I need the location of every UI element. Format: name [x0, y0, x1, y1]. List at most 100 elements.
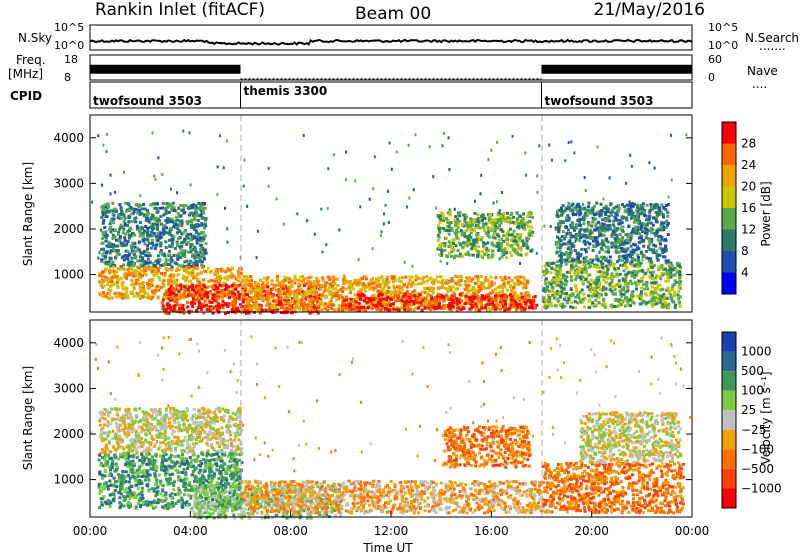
speckle: [321, 250, 324, 254]
speckle: [264, 396, 267, 400]
speckle: [542, 390, 545, 394]
speckle: [326, 206, 329, 210]
speckle: [95, 342, 98, 346]
colorbar-tick: 20: [741, 180, 756, 194]
xtick-label: 04:00: [173, 524, 208, 538]
velocity-colorbar-label: Velocity [m s⁻¹]: [759, 371, 773, 464]
speckle: [157, 156, 160, 160]
cpid-label: CPID: [10, 89, 42, 103]
velocity-ylabel: Slant Range [km]: [21, 366, 35, 470]
speckle: [255, 383, 258, 387]
speckle: [182, 129, 185, 133]
speckle: [320, 207, 323, 211]
speckle: [100, 183, 103, 187]
speckle: [318, 446, 321, 450]
speckle: [139, 194, 142, 198]
speckle: [161, 172, 164, 176]
speckle: [584, 189, 587, 193]
colorbar-swatch: [722, 468, 736, 489]
cpid-frame: [89, 81, 693, 109]
speckle: [586, 453, 589, 457]
speckle: [167, 335, 170, 339]
region-4: [441, 424, 532, 469]
speckle: [448, 351, 451, 355]
speckle: [222, 166, 225, 170]
speckle: [274, 346, 277, 350]
speckle: [558, 242, 561, 246]
speckle: [551, 425, 554, 429]
speckle: [605, 365, 608, 369]
colorbar-tick: 8: [741, 244, 749, 258]
speckle: [384, 203, 387, 207]
speckle: [443, 131, 446, 135]
speckle: [473, 199, 476, 203]
xtick-label: 00:00: [73, 524, 108, 538]
speckle: [90, 431, 93, 435]
speckle: [407, 143, 410, 147]
colorbar-swatch: [722, 488, 736, 508]
speckle: [243, 158, 246, 162]
speckle: [599, 435, 602, 439]
speckle: [548, 143, 551, 147]
speckle: [293, 469, 296, 473]
speckle: [641, 258, 644, 262]
speckle: [109, 392, 112, 396]
speckle: [657, 377, 660, 381]
speckle: [559, 344, 562, 348]
speckle: [107, 360, 110, 364]
colorbar-swatch: [722, 272, 736, 294]
speckle: [306, 219, 309, 223]
speckle: [226, 227, 229, 231]
speckle: [555, 337, 558, 341]
speckle: [591, 412, 594, 416]
speckle: [161, 378, 164, 382]
speckle: [583, 176, 586, 180]
speckle: [359, 205, 362, 209]
colorbar-tick: 25: [741, 403, 756, 417]
speckle: [344, 178, 347, 182]
speckle: [109, 192, 112, 196]
speckle: [445, 411, 448, 415]
speckle: [563, 361, 566, 365]
speckle: [574, 239, 577, 243]
speckle: [215, 431, 218, 435]
speckle: [162, 367, 165, 371]
xtick-label: 16:00: [474, 524, 509, 538]
speckle: [403, 260, 406, 264]
ytick-label: 1000: [53, 473, 84, 487]
speckle: [448, 208, 451, 212]
colorbar-swatch: [722, 208, 736, 230]
colorbar-swatch: [722, 332, 736, 352]
speckle: [382, 222, 385, 226]
speckle: [650, 382, 653, 386]
colorbar-tick: −100: [741, 442, 774, 456]
colorbar-tick: −25: [741, 423, 766, 437]
colorbar-tick: −1000: [741, 481, 782, 495]
speckle: [164, 443, 167, 447]
speckle: [498, 209, 501, 213]
noise-right-tick-top: 10^5: [708, 21, 738, 34]
xtick-label: 12:00: [374, 524, 409, 538]
speckle: [412, 188, 415, 192]
speckle: [653, 166, 656, 170]
colorbar-swatch: [722, 143, 736, 165]
speckle: [256, 229, 259, 233]
speckle: [122, 170, 125, 174]
speckle: [594, 370, 597, 374]
speckle: [401, 340, 404, 344]
speckle: [498, 257, 501, 261]
speckle: [648, 161, 651, 165]
speckle: [573, 151, 576, 155]
speckle: [178, 352, 181, 356]
cpid-segment-0: twofsound 3503: [93, 94, 202, 108]
region-1: [97, 452, 244, 510]
noise-panel: N.Sky 10^5 10^0 N.Search 10^5 10^0 .....…: [18, 21, 799, 53]
speckle: [479, 192, 482, 196]
freq-segment-2: [541, 64, 692, 74]
speckle: [271, 448, 274, 452]
speckle: [496, 140, 499, 144]
xtick-label: 08:00: [273, 524, 308, 538]
speckle: [153, 174, 156, 178]
speckle: [670, 342, 673, 346]
speckle: [94, 357, 97, 361]
